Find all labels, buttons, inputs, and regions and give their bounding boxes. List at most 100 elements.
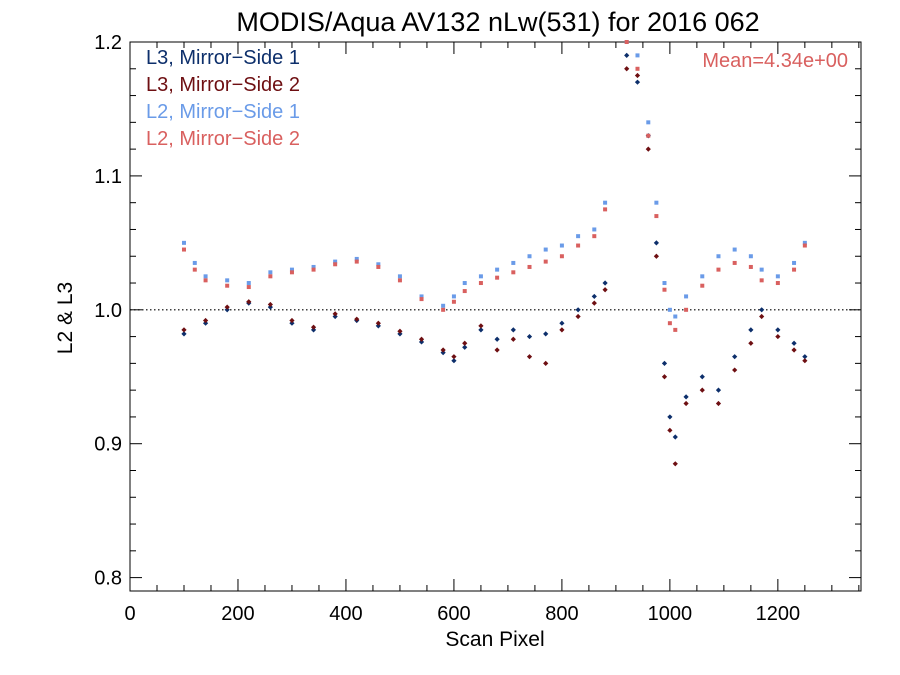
data-point bbox=[494, 336, 500, 342]
data-point bbox=[603, 207, 608, 212]
x-tick-label: 800 bbox=[545, 603, 578, 625]
x-tick-label: 600 bbox=[437, 603, 470, 625]
data-point bbox=[672, 434, 678, 440]
data-point bbox=[661, 360, 668, 366]
data-point bbox=[575, 307, 581, 313]
data-point bbox=[591, 300, 597, 306]
y-tick-label: 0.9 bbox=[94, 434, 122, 456]
data-point bbox=[732, 260, 737, 265]
data-point bbox=[667, 414, 673, 420]
legend-entry-l3-ms2: L3, Mirror−Side 2 bbox=[146, 74, 300, 96]
x-tick-label: 200 bbox=[221, 603, 254, 625]
data-point bbox=[792, 260, 797, 265]
data-point bbox=[667, 427, 673, 433]
x-axis-label: Scan Pixel bbox=[445, 628, 544, 651]
data-point bbox=[802, 358, 808, 364]
data-point bbox=[759, 307, 765, 313]
data-point bbox=[181, 240, 186, 245]
data-point bbox=[289, 320, 295, 326]
x-tick-label: 1000 bbox=[648, 603, 693, 625]
data-point bbox=[775, 274, 780, 279]
data-point bbox=[802, 243, 807, 248]
data-point bbox=[510, 336, 516, 342]
data-point bbox=[289, 317, 295, 324]
x-tick-label: 0 bbox=[124, 603, 135, 625]
data-point bbox=[289, 267, 294, 272]
data-point bbox=[802, 240, 807, 245]
data-point bbox=[462, 281, 467, 286]
legend: L3, Mirror−Side 1 L3, Mirror−Side 2 L2, … bbox=[146, 47, 300, 150]
data-point bbox=[700, 283, 705, 288]
data-point bbox=[559, 327, 565, 333]
data-point bbox=[646, 133, 651, 138]
data-point bbox=[661, 374, 668, 380]
data-point bbox=[543, 259, 548, 264]
data-point bbox=[225, 283, 230, 288]
data-point bbox=[440, 350, 446, 356]
data-point bbox=[559, 320, 565, 326]
data-point bbox=[667, 321, 672, 326]
data-point bbox=[225, 278, 230, 283]
data-point bbox=[203, 278, 208, 283]
data-point bbox=[181, 327, 187, 333]
data-point bbox=[419, 297, 424, 302]
data-point bbox=[441, 307, 446, 312]
data-point bbox=[333, 262, 338, 267]
data-point bbox=[376, 264, 381, 269]
data-point bbox=[397, 328, 403, 334]
data-point bbox=[526, 354, 533, 360]
data-point bbox=[494, 347, 500, 353]
y-tick-label: 1.0 bbox=[94, 300, 122, 322]
data-point bbox=[602, 280, 608, 286]
data-point bbox=[418, 339, 425, 345]
data-point bbox=[645, 146, 651, 152]
data-point bbox=[792, 267, 797, 272]
data-point bbox=[267, 304, 273, 310]
data-point bbox=[592, 234, 597, 239]
data-point bbox=[715, 387, 722, 393]
data-point bbox=[451, 294, 456, 299]
data-point bbox=[527, 264, 532, 269]
x-tick-label: 400 bbox=[329, 603, 362, 625]
data-point bbox=[397, 274, 402, 279]
data-point bbox=[684, 307, 689, 312]
data-point bbox=[451, 354, 457, 360]
data-point bbox=[375, 320, 381, 326]
data-point bbox=[451, 358, 457, 364]
data-point bbox=[624, 52, 630, 58]
data-point bbox=[495, 267, 500, 272]
data-point bbox=[224, 307, 230, 313]
data-point bbox=[332, 311, 338, 317]
data-point bbox=[527, 254, 532, 259]
legend-entry-l3-ms1: L3, Mirror−Side 1 bbox=[146, 47, 300, 69]
data-point bbox=[332, 313, 338, 320]
data-point bbox=[202, 317, 209, 324]
data-point bbox=[310, 327, 317, 333]
data-point bbox=[192, 260, 197, 265]
data-point bbox=[202, 320, 209, 326]
data-point bbox=[732, 354, 738, 360]
data-point bbox=[667, 307, 672, 312]
data-point bbox=[624, 66, 630, 72]
data-point bbox=[451, 299, 456, 304]
data-point bbox=[673, 327, 678, 332]
data-point bbox=[699, 374, 705, 380]
data-point bbox=[559, 243, 564, 248]
data-point bbox=[654, 200, 659, 205]
data-point bbox=[716, 254, 721, 259]
data-point bbox=[268, 274, 273, 279]
data-point bbox=[462, 344, 468, 350]
data-point bbox=[397, 331, 403, 337]
data-point bbox=[732, 367, 738, 373]
legend-entry-l2-ms1: L2, Mirror−Side 1 bbox=[146, 101, 300, 123]
data-point bbox=[268, 270, 273, 275]
data-point bbox=[715, 400, 722, 407]
data-point bbox=[634, 79, 641, 85]
data-point bbox=[603, 200, 608, 205]
data-point bbox=[510, 327, 516, 333]
data-point bbox=[224, 304, 230, 310]
data-point bbox=[759, 278, 764, 283]
data-point bbox=[591, 293, 597, 300]
data-point bbox=[181, 331, 187, 337]
data-point bbox=[543, 331, 549, 337]
